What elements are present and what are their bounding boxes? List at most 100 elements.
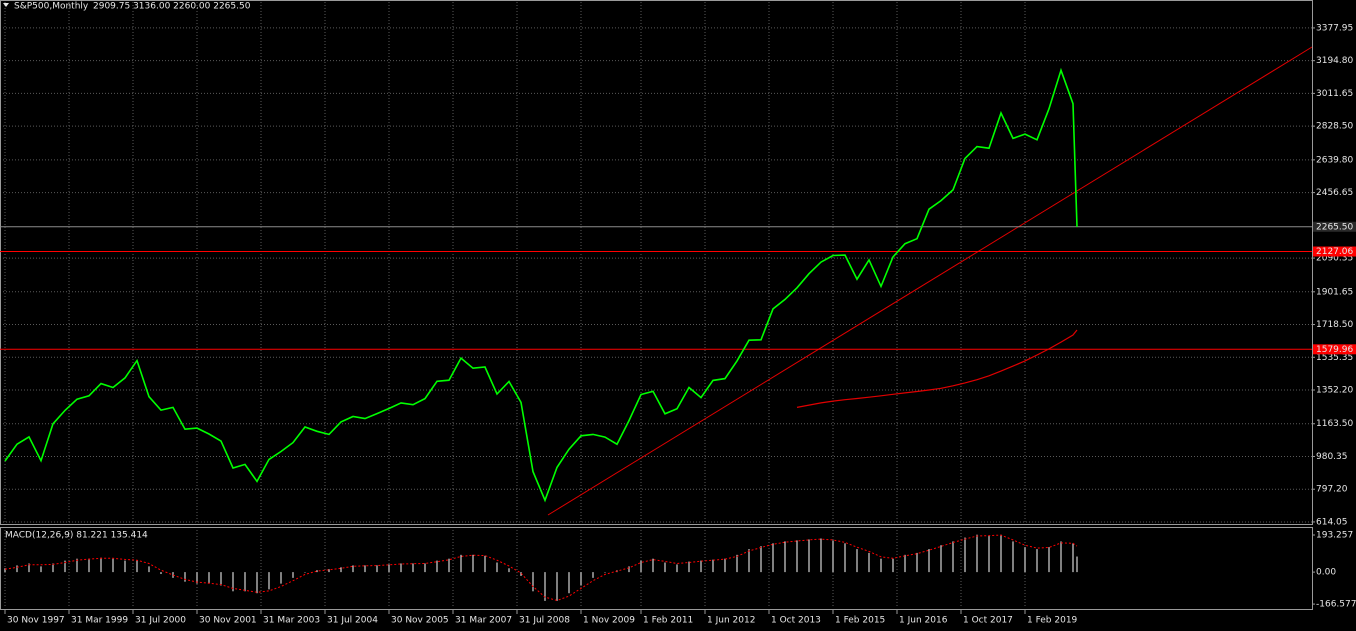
level-label: 2127.06 [1316, 247, 1353, 257]
macd-bar [688, 561, 690, 573]
macd-bar [760, 546, 762, 573]
y-tick-label: 1352.20 [1316, 386, 1353, 396]
x-tick-label: 31 Mar 2007 [455, 616, 512, 626]
x-tick-label: 30 Nov 2005 [391, 616, 449, 626]
macd-bar [664, 562, 666, 573]
macd-bar [748, 549, 750, 573]
trend-line [547, 46, 1313, 516]
macd-bar [208, 572, 210, 584]
macd-bar [964, 537, 966, 573]
x-tick-label: 31 Jul 2008 [519, 616, 570, 626]
macd-bar [4, 568, 6, 573]
macd-bar [736, 554, 738, 573]
macd-bar [388, 564, 390, 573]
ohlc-label: 2909.75 3136.00 2260.00 2265.50 [93, 2, 251, 12]
grid [0, 2, 1312, 608]
macd-bar [100, 557, 102, 573]
macd-bar [88, 558, 90, 573]
macd-bar [280, 572, 282, 584]
macd-bar [712, 559, 714, 573]
macd-bar [124, 560, 126, 573]
y-tick-label: 3011.65 [1316, 89, 1353, 99]
macd-bar [880, 558, 882, 573]
macd-label: MACD(12,26,9) 81.221 135.414 [5, 531, 148, 541]
macd-y-tick-label: -166.577 [1316, 600, 1356, 610]
macd-bar [472, 554, 474, 573]
macd-signal [4, 534, 1078, 602]
macd-bar [112, 558, 114, 573]
macd-bar [652, 558, 654, 573]
macd-bar [1048, 547, 1050, 573]
x-tick-label: 31 Jul 2000 [135, 616, 186, 626]
macd-bar [1000, 534, 1002, 573]
macd-bar [808, 539, 810, 573]
x-tick-label: 1 Nov 2009 [583, 616, 635, 626]
macd-bar [244, 572, 246, 592]
y-tick-label: 3194.80 [1316, 56, 1353, 66]
y-tick-label: 1163.50 [1316, 419, 1353, 429]
macd-bar [352, 565, 354, 573]
macd-bar [268, 572, 270, 590]
macd-bar [796, 540, 798, 573]
y-tick-label: 2090.35 [1316, 254, 1353, 264]
macd-bar [676, 564, 678, 573]
x-tick-label: 31 Jul 2004 [327, 616, 378, 626]
x-tick-label: 1 Feb 2019 [1027, 616, 1078, 626]
macd-bar [436, 560, 438, 573]
macd-bar [1036, 549, 1038, 573]
macd-bar [532, 572, 534, 592]
x-tick-label: 1 Jun 2012 [707, 616, 755, 626]
menu-arrow[interactable] [3, 3, 9, 7]
macd-bar [196, 572, 198, 584]
macd-bar [400, 563, 402, 573]
macd-bar [496, 562, 498, 573]
x-tick-label: 1 Feb 2011 [643, 616, 693, 626]
macd-bar [160, 572, 162, 575]
x-tick-label: 1 Jun 2016 [899, 616, 948, 626]
macd-bar [868, 552, 870, 573]
macd-bar [604, 572, 606, 573]
y-tick-label: 1535.35 [1316, 353, 1353, 363]
macd-bar [832, 540, 834, 573]
x-tick-label: 1 Feb 2015 [835, 616, 885, 626]
macd-pane-frame [0, 527, 1313, 610]
y-tick-label: 614.05 [1316, 517, 1348, 527]
macd-bar [628, 566, 630, 573]
macd-bar [976, 534, 978, 573]
macd-bar [76, 558, 78, 573]
macd-bar [928, 549, 930, 573]
macd-bar [292, 572, 294, 578]
macd-bar [640, 560, 642, 573]
y-tick-label: 2639.80 [1316, 155, 1353, 165]
y-tick-label: 980.35 [1316, 452, 1348, 462]
price-line [796, 329, 1078, 408]
macd-bar [256, 572, 258, 594]
x-tick-label: 31 Mar 2003 [263, 616, 320, 626]
macd-bar [1024, 547, 1026, 573]
macd-bar [52, 563, 54, 573]
macd-bar [220, 572, 222, 586]
macd-bar [892, 558, 894, 573]
macd-bar [232, 572, 234, 592]
macd-bar [568, 572, 570, 594]
y-tick-label: 797.20 [1316, 485, 1348, 495]
macd-bar [1076, 556, 1078, 573]
macd-bar [520, 572, 522, 576]
x-tick-label: 1 Oct 2017 [963, 616, 1013, 626]
current-price-label: 2265.50 [1316, 222, 1353, 232]
x-tick-label: 30 Nov 2001 [199, 616, 257, 626]
macd-bar [700, 560, 702, 573]
macd-bar [340, 567, 342, 573]
macd-bar [940, 545, 942, 573]
macd-bar [448, 558, 450, 573]
macd-bar [916, 552, 918, 573]
y-tick-label: 2828.50 [1316, 122, 1353, 132]
macd-bar [460, 554, 462, 573]
macd-bar [16, 565, 18, 573]
macd-bar [592, 572, 594, 578]
macd-bar [556, 572, 558, 601]
y-tick-label: 3377.95 [1316, 23, 1353, 33]
